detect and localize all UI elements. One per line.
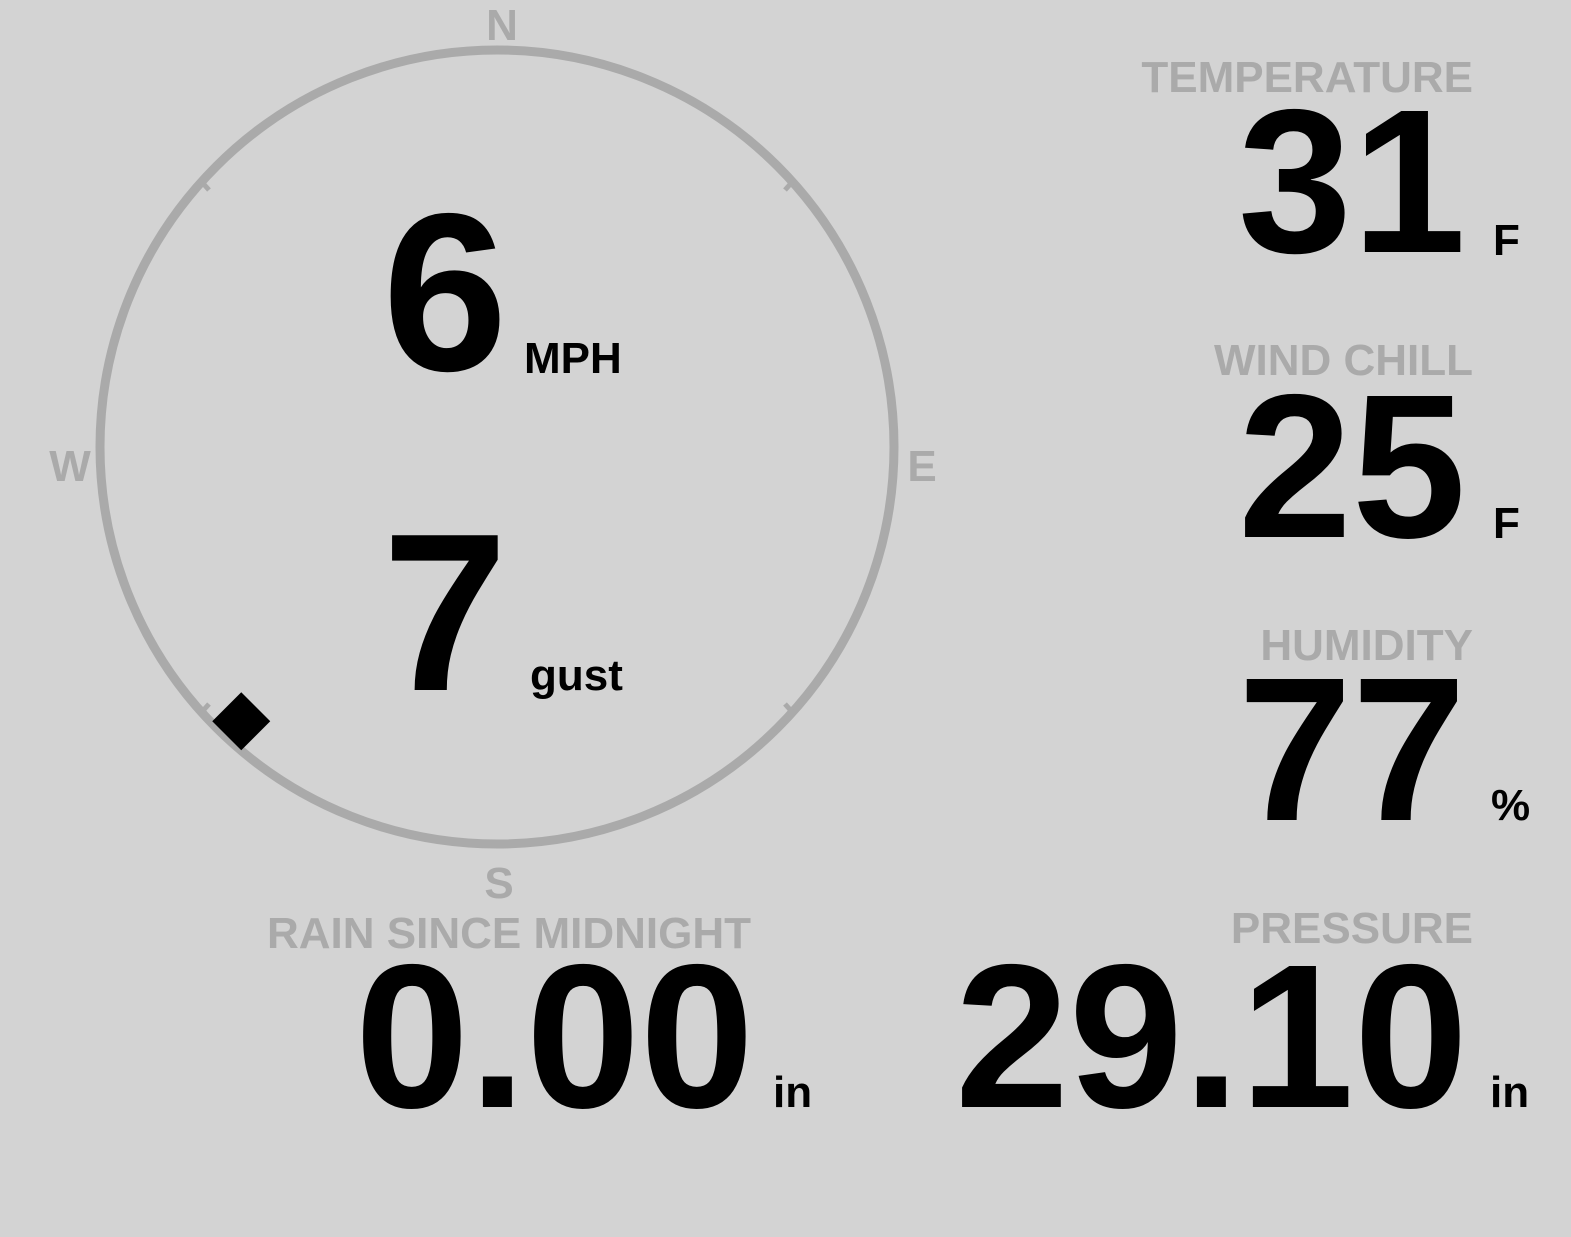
temperature-value: 31 bbox=[1238, 67, 1466, 296]
compass-south: S bbox=[484, 859, 513, 908]
compass-east: E bbox=[907, 442, 936, 491]
compass-ring bbox=[95, 45, 899, 849]
temperature-unit: F bbox=[1493, 216, 1520, 265]
humidity-unit: % bbox=[1491, 781, 1530, 830]
wind-speed: 6 bbox=[382, 166, 507, 418]
rain-unit: in bbox=[773, 1068, 812, 1117]
humidity-value: 77 bbox=[1238, 635, 1466, 864]
wind-direction-marker bbox=[212, 692, 271, 751]
compass-north: N bbox=[486, 1, 518, 50]
rain-label: RAIN SINCE MIDNIGHT bbox=[267, 909, 751, 958]
wind-gust: 7 bbox=[382, 486, 507, 738]
pressure-value: 29.10 bbox=[955, 922, 1468, 1151]
wind-chill-unit: F bbox=[1493, 499, 1520, 548]
pressure-label: PRESSURE bbox=[1231, 904, 1473, 953]
pressure-unit: in bbox=[1490, 1068, 1529, 1117]
humidity-label: HUMIDITY bbox=[1260, 621, 1473, 670]
rain-value: 0.00 bbox=[355, 922, 754, 1151]
temperature-label: TEMPERATURE bbox=[1141, 53, 1473, 102]
compass-west: W bbox=[49, 442, 91, 491]
wind-speed-unit: MPH bbox=[524, 334, 622, 383]
wind-chill-label: WIND CHILL bbox=[1214, 336, 1473, 385]
wind-gust-unit: gust bbox=[530, 651, 623, 700]
wind-chill-value: 25 bbox=[1238, 352, 1466, 581]
compass-notches bbox=[198, 178, 796, 716]
